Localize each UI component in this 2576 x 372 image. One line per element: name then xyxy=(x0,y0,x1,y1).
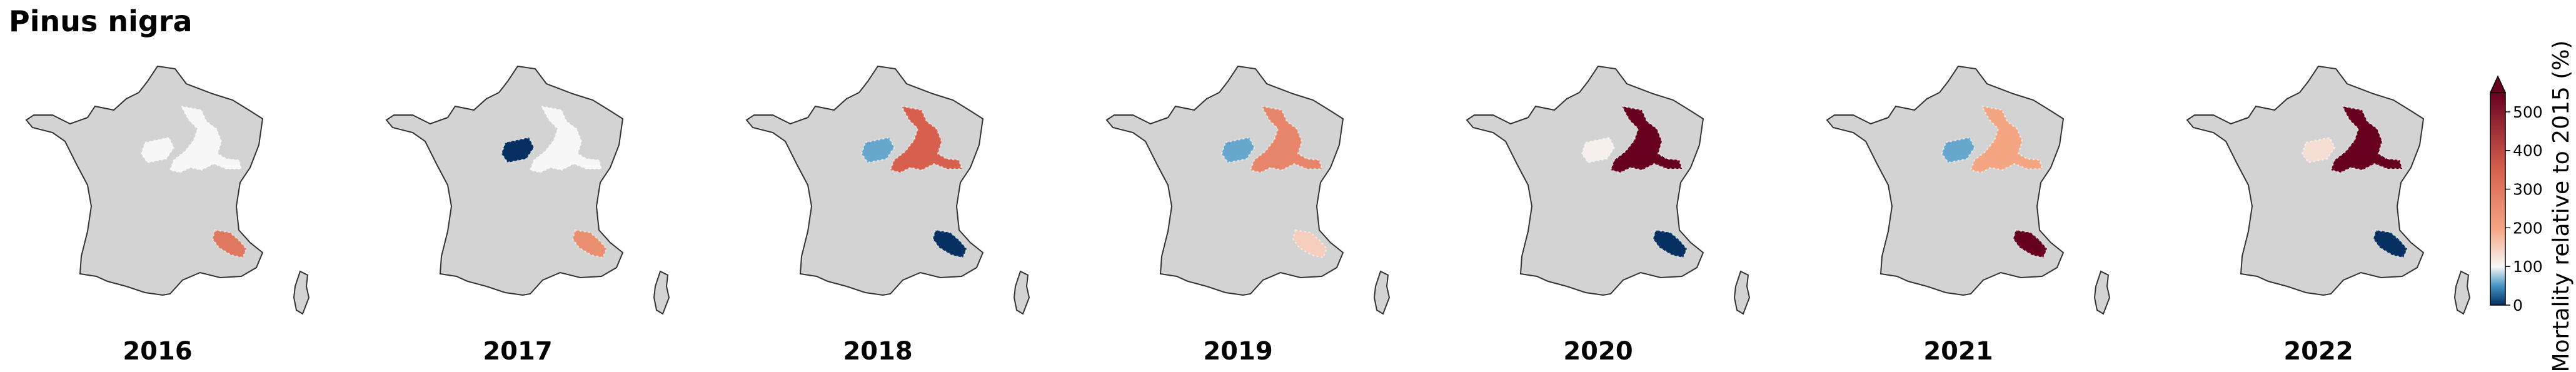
region-northeast xyxy=(529,105,603,174)
colorbar-extend-max-arrow xyxy=(2489,75,2507,93)
corsica-outline xyxy=(2093,270,2111,315)
colorbar-tick-label: 500 xyxy=(2513,103,2543,121)
year-label: 2021 xyxy=(1923,337,1993,366)
colorbar-ticks: 500 400 300 200 100 0 xyxy=(2505,103,2543,314)
colorbar-gradient xyxy=(2490,92,2506,306)
year-label: 2020 xyxy=(1563,337,1633,366)
region-northeast xyxy=(1609,105,1683,174)
colorbar: 500 400 300 200 100 0 Mortality relative to 2… xyxy=(2489,40,2574,372)
region-west xyxy=(860,136,895,164)
region-southeast xyxy=(1652,229,1688,259)
map-panel-2019: 2019 xyxy=(1105,65,1391,366)
region-west xyxy=(140,136,175,164)
map-panels: 2016 2017 2018 2019 2020 2021 2022 xyxy=(25,65,2471,366)
map-panel-2017: 2017 xyxy=(385,65,670,366)
france-outline xyxy=(1826,65,2065,296)
region-west xyxy=(2301,136,2336,164)
corsica-outline xyxy=(1013,270,1030,315)
region-southeast xyxy=(2012,229,2048,259)
france-outline xyxy=(1105,65,1344,296)
france-outline xyxy=(745,65,984,296)
map-panel-2022: 2022 xyxy=(2186,65,2471,366)
year-label: 2019 xyxy=(1203,337,1272,366)
corsica-outline xyxy=(1373,270,1391,315)
region-northeast xyxy=(889,105,963,174)
region-northeast xyxy=(2330,105,2403,174)
year-label: 2016 xyxy=(123,337,192,366)
year-label: 2022 xyxy=(2283,337,2353,366)
region-northeast xyxy=(1249,105,1323,174)
region-northeast xyxy=(169,105,243,174)
corsica-outline xyxy=(2453,270,2471,315)
colorbar-tick-label: 400 xyxy=(2513,142,2543,160)
corsica-outline xyxy=(653,270,670,315)
map-panel-2016: 2016 xyxy=(25,65,310,366)
year-label: 2017 xyxy=(483,337,552,366)
colorbar-label: Mortality relative to 2015 (%) xyxy=(2548,40,2574,372)
region-southeast xyxy=(211,229,248,259)
region-northeast xyxy=(1970,105,2043,174)
corsica-outline xyxy=(1733,270,1751,315)
figure-title: Pinus nigra xyxy=(9,4,193,38)
region-southeast xyxy=(571,229,608,259)
colorbar-tick-label: 200 xyxy=(2513,219,2543,237)
region-west xyxy=(500,136,535,164)
map-panel-2021: 2021 xyxy=(1826,65,2111,366)
region-southeast xyxy=(1292,229,1328,259)
france-outline xyxy=(2186,65,2425,296)
france-outline xyxy=(25,65,264,296)
colorbar-tick-label: 100 xyxy=(2513,258,2543,276)
region-southeast xyxy=(2372,229,2408,259)
colorbar-tick-label: 0 xyxy=(2513,296,2523,314)
region-west xyxy=(1941,136,1976,164)
colorbar-tick-label: 300 xyxy=(2513,181,2543,199)
region-west xyxy=(1220,136,1255,164)
year-label: 2018 xyxy=(843,337,912,366)
map-panel-2018: 2018 xyxy=(745,65,1030,366)
corsica-outline xyxy=(293,270,310,315)
region-southeast xyxy=(932,229,968,259)
france-outline xyxy=(1466,65,1704,296)
region-west xyxy=(1581,136,1616,164)
france-outline xyxy=(385,65,624,296)
map-panel-2020: 2020 xyxy=(1466,65,1751,366)
